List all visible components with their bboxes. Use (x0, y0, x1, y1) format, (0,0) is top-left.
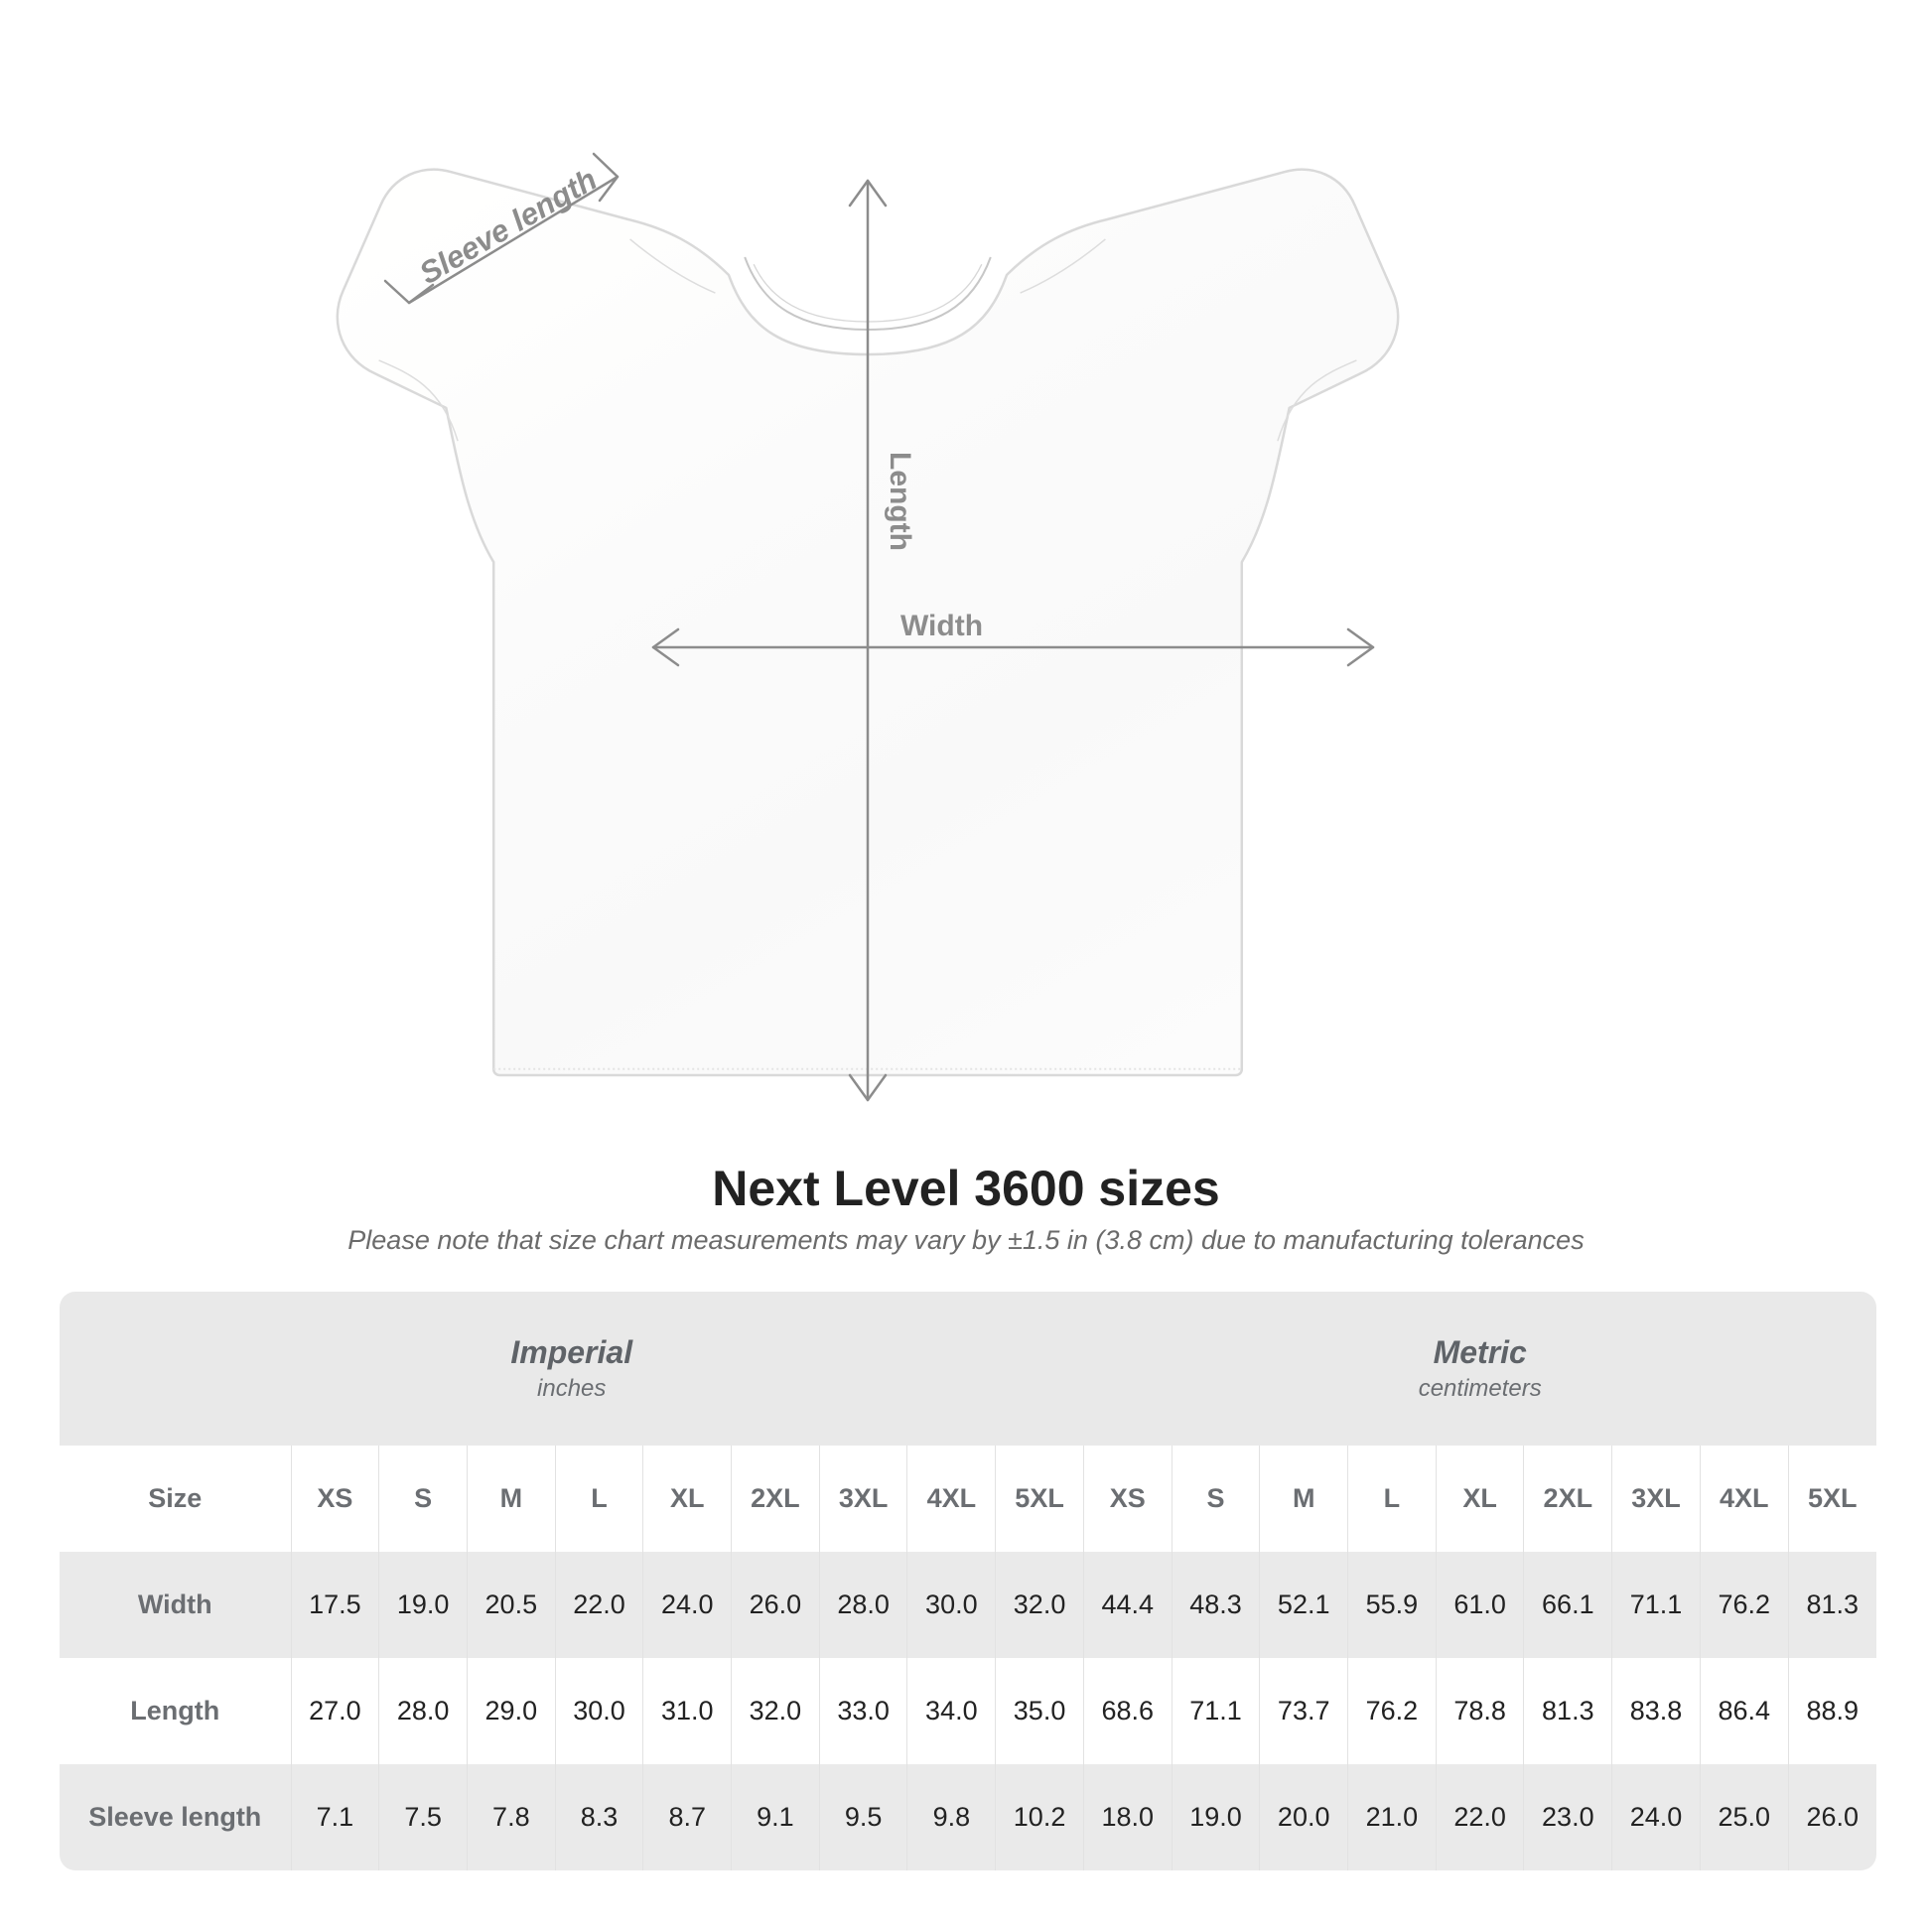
svg-text:Length: Length (884, 452, 916, 551)
svg-text:Width: Width (900, 610, 983, 642)
